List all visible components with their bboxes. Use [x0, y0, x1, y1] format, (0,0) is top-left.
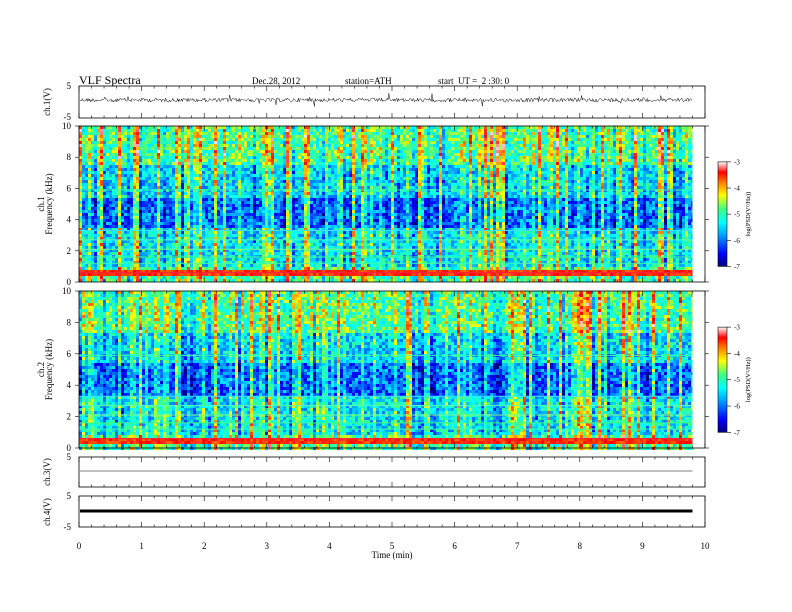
- ch2-spectrogram-colorbar-tick-label: -5: [734, 376, 740, 384]
- ch2-spectrogram-ytick-label: 0: [67, 443, 72, 453]
- ch1-spectrogram-colorbar-label: log(PSD(V²/Hz)): [745, 192, 752, 237]
- ch1-spectrogram-ytick-label: 0: [67, 277, 72, 287]
- date-label: Dec.28, 2012: [252, 76, 300, 86]
- x-tick-label: 1: [139, 541, 144, 551]
- ch4-ytick-label: -5: [64, 522, 72, 532]
- ch1-spectrogram-ytick-label: 4: [67, 215, 72, 225]
- x-tick-label: 3: [265, 541, 270, 551]
- ch1-spectrogram-ytick-label: 8: [67, 152, 72, 162]
- ch1-spectrogram-channel-label: ch.1: [36, 196, 46, 211]
- ch3-waveform-ylabel: ch.3(V): [42, 458, 52, 486]
- ch2-spectrogram-ytick-label: 10: [62, 286, 72, 296]
- x-tick-label: 4: [327, 541, 332, 551]
- ch1-spectrogram-ytick-label: 6: [67, 183, 72, 193]
- ch1-spectrogram-colorbar-tick-label: -4: [734, 185, 740, 193]
- ch2-spectrogram-ylabel: Frequency (kHz): [44, 339, 54, 400]
- ch2-spectrogram-colorbar-tick-label: -6: [734, 403, 740, 411]
- ch1-spectrogram-ylabel: Frequency (kHz): [44, 173, 54, 234]
- ch1-spectrogram-colorbar: [717, 161, 728, 267]
- ch2-spectrogram-colorbar-tick-label: -7: [734, 429, 740, 437]
- ch2-spectrogram-ytick-label: 2: [67, 412, 72, 422]
- ch1-ytick-label: 5: [67, 81, 72, 91]
- ch1-waveform-line: [79, 93, 693, 107]
- ch1-ytick-label: -5: [64, 112, 72, 122]
- ch1-spectrogram-ytick-label: 10: [62, 121, 72, 131]
- ch2-spectrogram-channel-label: ch.2: [36, 362, 46, 377]
- ch2-spectrogram-ytick-label: 4: [67, 380, 72, 390]
- ch1-waveform-ylabel: ch.1(V): [42, 88, 52, 116]
- ch1-spectrogram-colorbar-tick-label: -5: [734, 211, 740, 219]
- x-tick-label: 0: [77, 541, 82, 551]
- ch2-spectrogram-heatmap: [79, 291, 694, 450]
- ch1-spectrogram-heatmap: [79, 126, 694, 282]
- ch1-spectrogram-colorbar-tick-label: -6: [734, 237, 740, 245]
- ch1-spectrogram-colorbar-tick-label: -7: [734, 263, 740, 271]
- ch1-spectrogram-nodata: [692, 126, 705, 282]
- station-label: station=ATH: [345, 76, 392, 86]
- ch1-spectrogram-ytick-label: 2: [67, 246, 72, 256]
- ch2-spectrogram-colorbar-label: log(PSD(V²/Hz)): [745, 357, 752, 402]
- ch4-ytick-label: 5: [67, 491, 72, 501]
- ch2-spectrogram-colorbar-tick-label: -3: [734, 324, 740, 332]
- ch2-spectrogram-nodata: [692, 291, 705, 448]
- x-tick-label: 2: [202, 541, 207, 551]
- x-tick-label: 8: [578, 541, 583, 551]
- ch2-spectrogram-colorbar-tick-label: -4: [734, 350, 740, 358]
- x-tick-label: 10: [701, 541, 711, 551]
- x-axis-label: Time (min): [372, 550, 413, 560]
- x-tick-label: 7: [515, 541, 520, 551]
- chart-title: VLF Spectra: [79, 73, 141, 88]
- ch2-spectrogram-colorbar: [717, 326, 728, 433]
- x-tick-label: 5: [390, 541, 395, 551]
- start-time-label: start UT = 2 :30: 0: [438, 76, 509, 86]
- ch3-ytick-label: 5: [67, 452, 72, 462]
- ch4-waveform-ylabel: ch.4(V): [42, 498, 52, 526]
- x-tick-label: 9: [640, 541, 645, 551]
- ch1-spectrogram-colorbar-tick-label: -3: [734, 158, 740, 166]
- ch2-spectrogram-ytick-label: 8: [67, 317, 72, 327]
- x-tick-label: 6: [452, 541, 457, 551]
- ch2-spectrogram-ytick-label: 6: [67, 349, 72, 359]
